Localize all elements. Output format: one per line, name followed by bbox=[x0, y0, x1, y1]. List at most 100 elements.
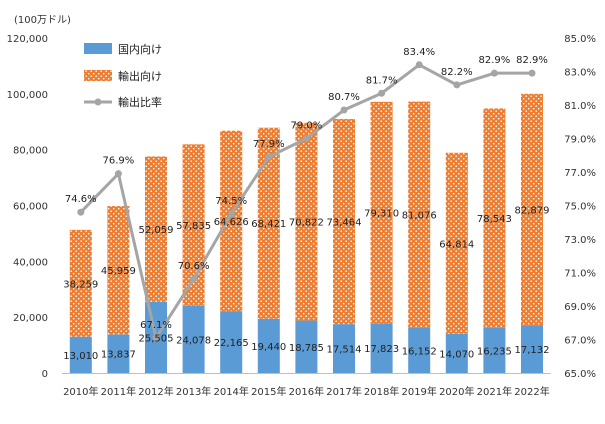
legend-label-domestic: 国内向け bbox=[118, 42, 162, 56]
ratio-point bbox=[114, 170, 122, 178]
bar-export bbox=[333, 119, 355, 325]
domestic-value-label: 17,823 bbox=[364, 344, 399, 355]
right-tick-label: 77.0% bbox=[564, 168, 596, 179]
export-value-label: 45,959 bbox=[101, 266, 136, 277]
x-tick-label: 2015年 bbox=[251, 385, 286, 398]
ratio-value-label: 70.6% bbox=[178, 261, 210, 272]
right-tick-label: 69.0% bbox=[564, 302, 596, 313]
export-ratio-line bbox=[77, 61, 536, 342]
ratio-value-label: 76.9% bbox=[103, 156, 135, 167]
right-tick-label: 85.0% bbox=[564, 34, 596, 45]
bar-domestic bbox=[483, 327, 506, 373]
export-value-label: 68,421 bbox=[251, 219, 286, 230]
x-tick-label: 2020年 bbox=[439, 385, 474, 398]
export-value-label: 64,626 bbox=[214, 217, 249, 228]
ratio-value-label: 74.6% bbox=[65, 194, 97, 205]
bar-export bbox=[257, 127, 280, 319]
ratio-point bbox=[227, 210, 235, 218]
x-tick-label: 2012年 bbox=[138, 385, 173, 398]
export-value-label: 79,310 bbox=[364, 209, 399, 220]
x-tick-label: 2016年 bbox=[289, 385, 324, 398]
domestic-value-label: 25,505 bbox=[139, 333, 174, 344]
ratio-value-label: 80.7% bbox=[328, 92, 360, 103]
ratio-point bbox=[190, 275, 198, 283]
bar-export bbox=[107, 206, 130, 335]
ratio-point bbox=[340, 106, 348, 114]
bar-export bbox=[295, 122, 318, 321]
export-value-label: 70,822 bbox=[289, 218, 324, 229]
domestic-value-label: 19,440 bbox=[251, 342, 286, 353]
ratio-point bbox=[415, 61, 423, 69]
bar-export bbox=[220, 130, 243, 312]
bars bbox=[62, 93, 551, 374]
ratio-point bbox=[152, 334, 160, 342]
bar-export bbox=[408, 101, 431, 328]
x-tick-label: 2011年 bbox=[101, 385, 136, 398]
x-axis-ticks: 2010年 2011年 2012年 2013年 2014年 2015年 2016年 2017年… bbox=[63, 385, 550, 398]
bar-domestic bbox=[220, 311, 243, 373]
export-value-label: 57,835 bbox=[176, 221, 211, 232]
bar-export bbox=[182, 144, 205, 306]
ratio-value-label: 83.4% bbox=[403, 47, 435, 58]
left-tick-label: 100,000 bbox=[7, 90, 48, 101]
ratio-point bbox=[378, 89, 386, 97]
right-tick-label: 81.0% bbox=[564, 101, 596, 112]
left-axis-ticks: 0 20,000 40,000 60,000 80,000 100,000 120,000 bbox=[7, 34, 48, 380]
export-value-label: 73,464 bbox=[327, 218, 362, 229]
ratio-point bbox=[77, 208, 85, 216]
x-tick-label: 2022年 bbox=[514, 385, 549, 398]
domestic-value-label: 16,152 bbox=[402, 346, 437, 357]
bar-export bbox=[483, 108, 506, 328]
bar-export bbox=[370, 101, 393, 324]
legend-marker-ratio bbox=[94, 98, 102, 106]
ratio-point bbox=[490, 69, 498, 77]
left-tick-label: 40,000 bbox=[13, 257, 48, 268]
x-tick-label: 2014年 bbox=[213, 385, 248, 398]
right-tick-label: 73.0% bbox=[564, 235, 596, 246]
domestic-value-label: 13,837 bbox=[101, 350, 136, 361]
bar-domestic bbox=[107, 334, 130, 373]
ratio-value-label: 82.2% bbox=[441, 67, 473, 78]
right-axis-ticks: 65.0% 67.0% 69.0% 71.0% 73.0% 75.0% 77.0% 79.0%… bbox=[564, 34, 596, 380]
bar-domestic bbox=[521, 325, 543, 373]
domestic-value-label: 22,165 bbox=[214, 338, 249, 349]
ratio-value-label: 82.9% bbox=[516, 55, 548, 66]
left-tick-label: 60,000 bbox=[13, 202, 48, 213]
export-value-label: 52,059 bbox=[139, 225, 174, 236]
right-tick-label: 79.0% bbox=[564, 135, 596, 146]
legend-swatch-export bbox=[84, 70, 112, 81]
right-tick-label: 83.0% bbox=[564, 68, 596, 79]
export-value-label: 78,543 bbox=[477, 214, 512, 225]
bar-export bbox=[145, 156, 167, 302]
ratio-value-label: 74.5% bbox=[215, 196, 247, 207]
legend-swatch-domestic bbox=[84, 43, 112, 54]
bar-domestic bbox=[333, 324, 355, 373]
bar-export bbox=[521, 93, 543, 326]
ratio-value-label: 79.0% bbox=[291, 121, 323, 132]
x-tick-label: 2018年 bbox=[364, 385, 399, 398]
data-labels: 13,010 38,259 74.6% 13,837 45,959 76.9% 25,505… bbox=[63, 47, 549, 362]
ratio-value-label: 67.1% bbox=[140, 320, 172, 331]
y-unit-label: (100万ドル) bbox=[14, 15, 71, 26]
x-tick-label: 2017年 bbox=[326, 385, 361, 398]
right-tick-label: 65.0% bbox=[564, 369, 596, 380]
ratio-point bbox=[302, 135, 310, 142]
bar-domestic bbox=[445, 333, 468, 373]
left-tick-label: 20,000 bbox=[13, 313, 48, 324]
bar-domestic bbox=[370, 323, 393, 373]
legend-label-ratio: 輸出比率 bbox=[118, 95, 162, 109]
bar-export bbox=[445, 152, 468, 334]
bar-domestic bbox=[295, 320, 318, 373]
bar-domestic bbox=[69, 336, 92, 373]
x-tick-label: 2019年 bbox=[401, 385, 436, 398]
ratio-point bbox=[528, 69, 536, 77]
domestic-value-label: 17,132 bbox=[515, 345, 550, 356]
domestic-value-label: 24,078 bbox=[176, 335, 211, 346]
bar-export bbox=[69, 229, 92, 337]
ratio-value-label: 77.9% bbox=[253, 139, 285, 150]
x-tick-label: 2013年 bbox=[176, 385, 211, 398]
export-value-label: 82,879 bbox=[515, 205, 550, 216]
right-tick-label: 75.0% bbox=[564, 202, 596, 213]
right-tick-label: 67.0% bbox=[564, 336, 596, 347]
